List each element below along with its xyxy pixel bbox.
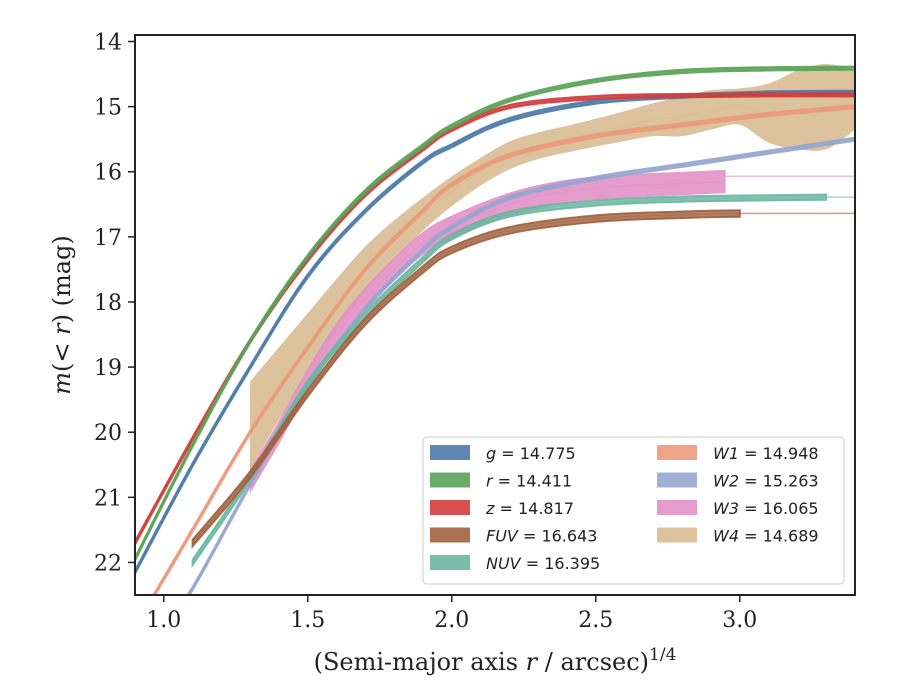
series-r [135, 65, 855, 562]
legend-label: W1 = 14.948 [713, 444, 819, 463]
y-tick-label: 15 [94, 96, 122, 121]
legend-item-w2: W2 = 15.263 [657, 472, 819, 491]
legend-label: FUV = 16.643 [486, 527, 597, 546]
x-tick-label: 1.5 [290, 608, 325, 633]
legend-swatch [657, 445, 697, 460]
legend-label: z = 14.817 [485, 499, 574, 518]
legend-item-nuv: NUV = 16.395 [430, 554, 600, 573]
legend-item-w1: W1 = 14.948 [657, 444, 819, 463]
legend-label: W3 = 16.065 [713, 499, 819, 518]
legend-swatch [430, 445, 470, 460]
legend-item-w4: W4 = 14.689 [657, 527, 819, 546]
x-tick-label: 3.0 [722, 608, 757, 633]
y-tick-label: 22 [94, 551, 122, 576]
legend-swatch [430, 527, 470, 543]
legend-swatch [430, 555, 470, 570]
series-w1 [152, 103, 855, 595]
legend: g = 14.775 W1 = 14.948 r = 14.411 W2 = 15.2… [422, 436, 845, 585]
plot-area [135, 64, 855, 595]
legend-swatch [430, 472, 470, 488]
legend-item-z: z = 14.817 [430, 499, 574, 518]
legend-swatch [430, 500, 470, 515]
y-tick-label: 20 [94, 421, 122, 446]
legend-label: W4 = 14.689 [713, 527, 819, 546]
y-tick-label: 16 [94, 161, 122, 186]
band-r [135, 65, 855, 562]
legend-label: NUV = 16.395 [486, 554, 600, 573]
y-tick-label: 14 [94, 31, 122, 56]
x-tick-label: 1.0 [146, 608, 181, 633]
y-axis-title: m(< r) (mag) [48, 235, 76, 395]
series-fuv [191, 209, 855, 549]
y-tick-label: 19 [94, 356, 122, 381]
x-axis-title: (Semi-major axis r / arcsec)1/4 [314, 645, 677, 676]
legend-label: r = 14.411 [486, 472, 572, 491]
legend-item-r: r = 14.411 [430, 472, 572, 491]
band-w1 [152, 103, 855, 595]
legend-box [422, 436, 845, 585]
legend-item-fuv: FUV = 16.643 [430, 527, 597, 546]
line-r [135, 67, 855, 560]
line-fuv [192, 212, 740, 544]
x-axis: 1.0 1.5 2.0 2.5 3.0 [146, 595, 757, 633]
y-tick-label: 17 [94, 226, 122, 251]
legend-swatch [657, 500, 697, 515]
y-tick-label: 18 [94, 291, 122, 316]
legend-label: W2 = 15.263 [713, 472, 819, 491]
legend-label: g = 14.775 [486, 444, 576, 463]
x-tick-label: 2.0 [434, 608, 469, 633]
legend-item-g: g = 14.775 [430, 444, 576, 463]
y-axis: 14 15 16 17 18 19 20 21 22 [94, 31, 135, 576]
band-g [135, 89, 855, 575]
band-fuv [191, 209, 741, 549]
line-w2 [187, 138, 855, 595]
plot-frame [134, 34, 856, 596]
line-w1 [153, 105, 855, 595]
legend-item-w3: W3 = 16.065 [657, 499, 819, 518]
x-tick-label: 2.5 [578, 608, 613, 633]
y-tick-label: 21 [94, 486, 122, 511]
legend-swatch [657, 472, 697, 488]
legend-swatch [657, 527, 697, 543]
